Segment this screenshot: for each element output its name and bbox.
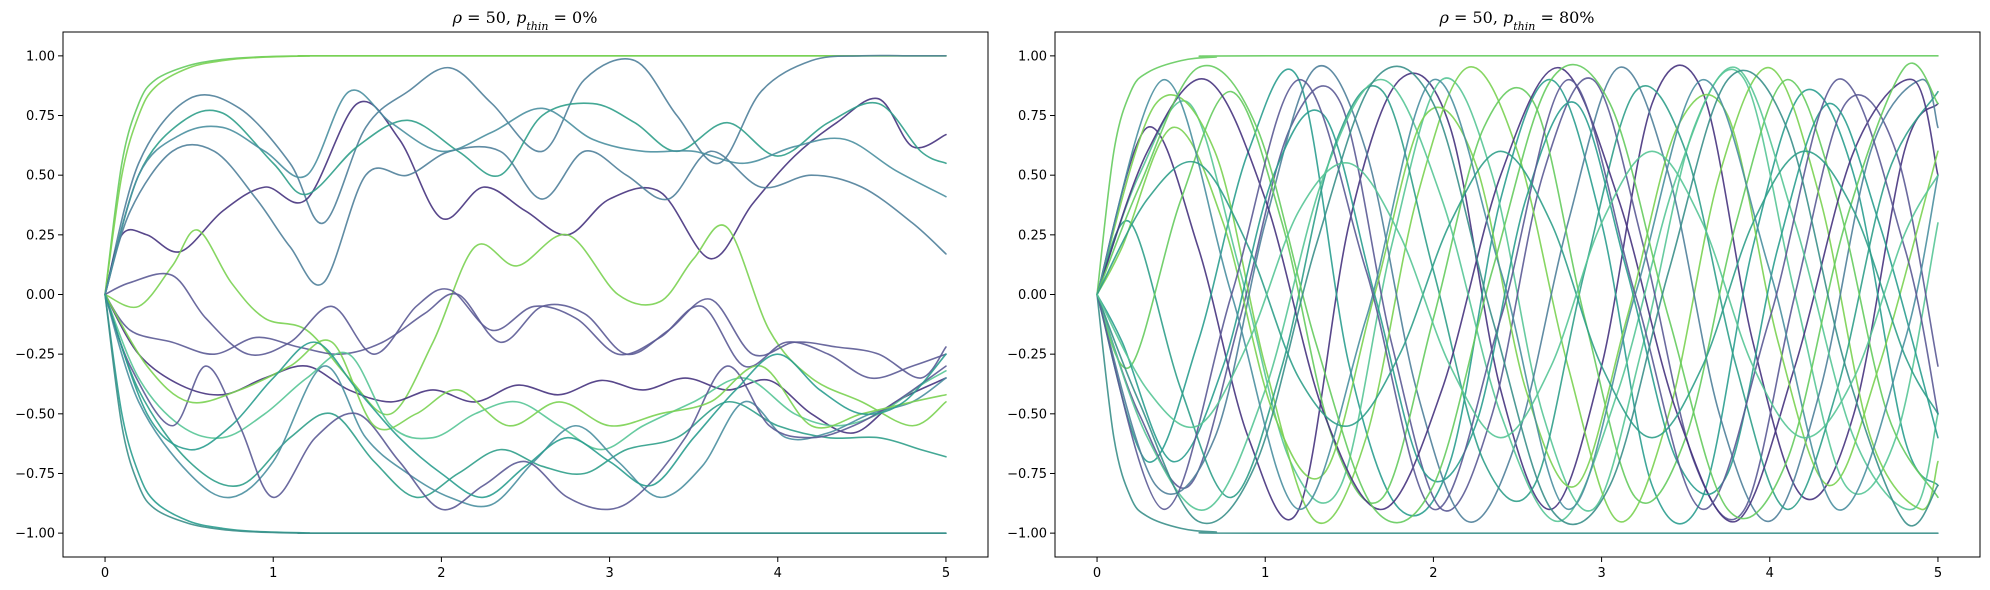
left-y-tick-label: −1.00	[15, 527, 55, 542]
left-x-tick-label: 1	[269, 566, 277, 581]
right-title-p-rest: = 80%	[1535, 8, 1594, 27]
left-y-tick-label: 1.00	[26, 49, 55, 64]
right-series-line-7	[1096, 65, 1939, 523]
right-x-tick-label: 5	[1934, 566, 1942, 581]
right-series-line-15	[1096, 78, 1939, 511]
left-y-tick-label: −0.50	[15, 407, 55, 422]
left-series-line-13	[104, 293, 947, 451]
left-series-line-6	[104, 101, 947, 296]
left-series-line-9	[104, 224, 947, 427]
left-series-line-15	[104, 293, 947, 508]
left-series-line-17	[104, 293, 947, 431]
right-x-ticks: 0 1 2 3 4 5	[1093, 557, 1942, 581]
right-series-line-13	[1096, 101, 1939, 496]
right-y-tick-label: −0.50	[1007, 407, 1047, 422]
left-title-rho-rest: = 50,	[462, 8, 516, 27]
right-y-tick-label: 0.75	[1018, 109, 1047, 124]
left-title-p: p	[516, 8, 526, 27]
right-y-tick-label: 0.00	[1018, 288, 1047, 303]
right-y-tick-label: −1.00	[1007, 527, 1047, 542]
left-y-tick-label: −0.75	[15, 467, 55, 482]
left-y-tick-label: 0.00	[26, 288, 55, 303]
left-x-tick-label: 0	[101, 566, 109, 581]
right-y-tick-label: −0.75	[1007, 467, 1047, 482]
right-title-p-sub: thin	[1513, 20, 1535, 33]
left-series-line-1	[104, 55, 947, 296]
left-series-line-18	[104, 293, 947, 499]
left-plot-lines	[104, 54, 947, 535]
right-chart: ρ = 50, pthin = 80% 0 1 2 3 4 5 −1.00 −0.75 −0.…	[1007, 8, 1981, 581]
right-series-line-10	[1096, 66, 1939, 523]
right-series-line-16	[1096, 62, 1939, 524]
right-series-line-11	[1096, 66, 1939, 523]
left-series-line-3	[104, 293, 947, 535]
right-x-tick-label: 1	[1261, 566, 1269, 581]
left-y-tick-label: −0.25	[15, 348, 55, 363]
left-x-tick-label: 4	[774, 566, 782, 581]
right-series-line-8	[1096, 85, 1939, 511]
right-series-line-12	[1096, 93, 1939, 488]
left-title-p-sub: thin	[526, 20, 548, 33]
right-y-tick-label: 0.50	[1018, 169, 1047, 184]
left-y-tick-label: 0.75	[26, 109, 55, 124]
right-y-tick-label: 0.25	[1018, 228, 1047, 243]
right-y-tick-label: −0.25	[1007, 348, 1047, 363]
right-y-ticks: −1.00 −0.75 −0.50 −0.25 0.00 0.25 0.50 0.75 1.00	[1007, 49, 1055, 542]
right-title-rho: ρ	[1438, 8, 1449, 27]
right-x-tick-label: 2	[1429, 566, 1437, 581]
right-series-line-9	[1096, 78, 1939, 504]
left-title-p-rest: = 0%	[548, 8, 597, 27]
right-series-line-3	[1096, 68, 1939, 525]
left-series-line-11	[104, 292, 947, 379]
right-series-line-0	[1096, 54, 1939, 296]
right-x-tick-label: 0	[1093, 566, 1101, 581]
left-series-line-4	[104, 54, 947, 296]
left-x-tick-label: 3	[605, 566, 613, 581]
left-x-tick-label: 2	[437, 566, 445, 581]
right-x-tick-label: 4	[1766, 566, 1774, 581]
right-series-line-5	[1096, 77, 1939, 521]
left-series-line-12	[104, 293, 947, 434]
right-series-line-19	[1096, 150, 1939, 439]
right-series-line-14	[1096, 78, 1939, 511]
right-series-line-2	[1096, 64, 1939, 521]
right-title-p: p	[1503, 8, 1513, 27]
right-plot-lines	[1096, 54, 1939, 535]
left-y-ticks: −1.00 −0.75 −0.50 −0.25 0.00 0.25 0.50 0.75 1.00	[15, 49, 63, 542]
right-y-tick-label: 1.00	[1018, 49, 1047, 64]
right-chart-title: ρ = 50, pthin = 80%	[1438, 8, 1594, 33]
right-series-line-4	[1096, 68, 1939, 512]
left-series-line-8	[104, 89, 947, 296]
left-x-ticks: 0 1 2 3 4 5	[101, 557, 950, 581]
right-title-rho-rest: = 50,	[1449, 8, 1503, 27]
left-series-line-7	[104, 143, 947, 296]
left-title-rho: ρ	[452, 8, 463, 27]
left-x-tick-label: 5	[942, 566, 950, 581]
right-series-line-17	[1096, 65, 1939, 527]
left-y-tick-label: 0.25	[26, 228, 55, 243]
right-series-line-6	[1096, 66, 1939, 524]
left-chart: ρ = 50, pthin = 0% 0 1 2 3 4 5 −1.00 −0.75 −0.5…	[15, 8, 989, 581]
right-series-line-18	[1096, 150, 1939, 439]
left-chart-title: ρ = 50, pthin = 0%	[452, 8, 598, 33]
right-x-tick-label: 3	[1597, 566, 1605, 581]
left-y-tick-label: 0.50	[26, 169, 55, 184]
right-series-line-1	[1096, 293, 1939, 535]
left-series-line-16	[104, 293, 947, 511]
left-series-line-10	[104, 272, 947, 380]
